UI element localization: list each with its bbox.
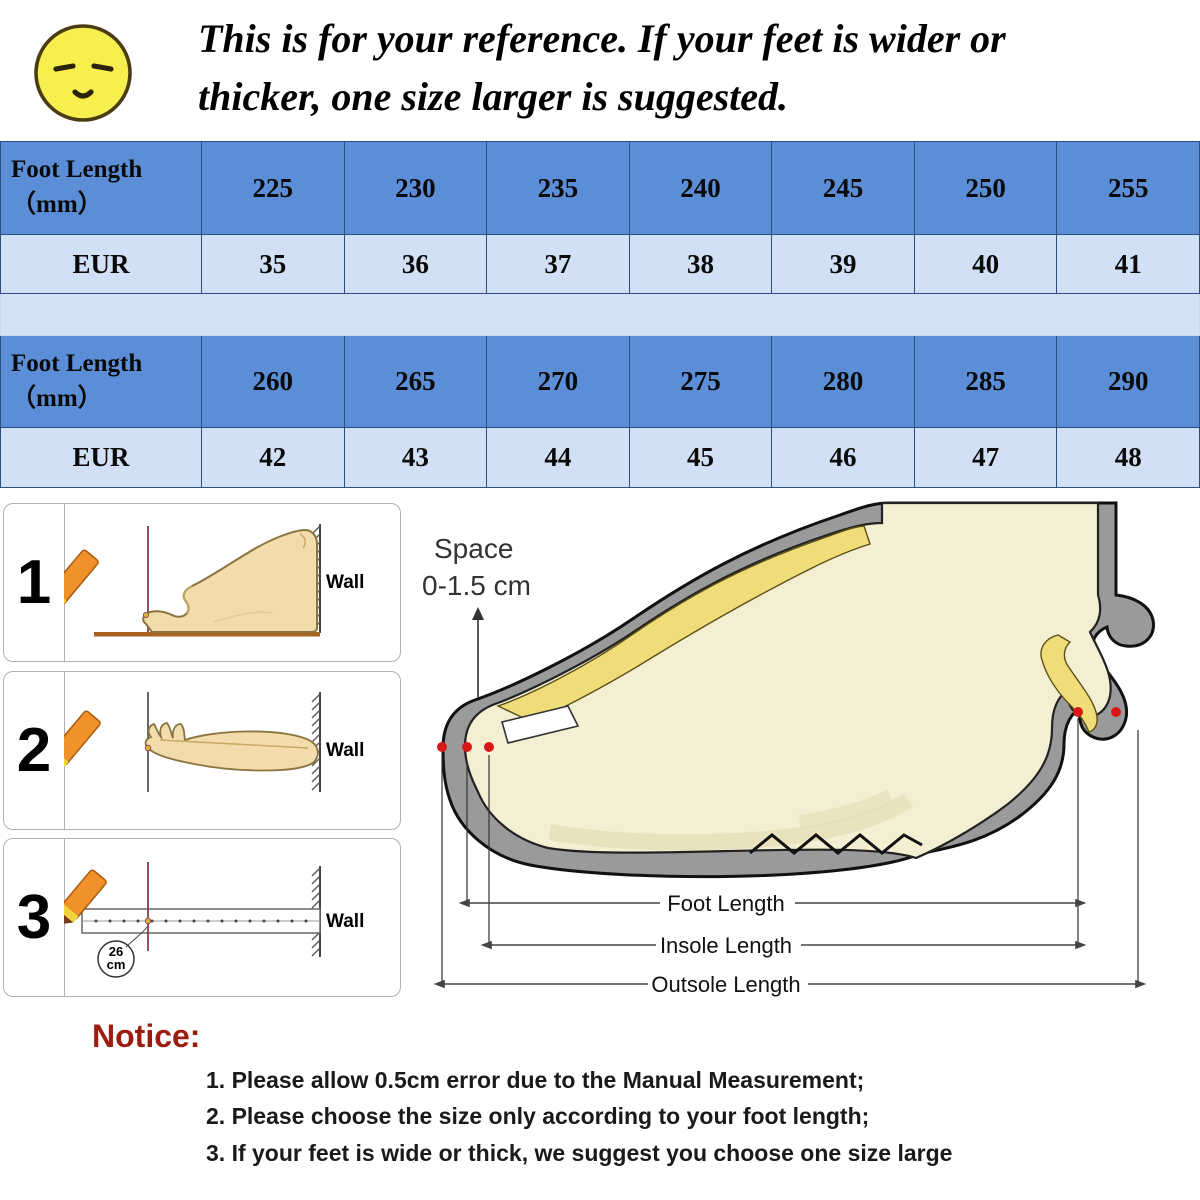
svg-text:Insole Length: Insole Length (660, 933, 792, 958)
svg-text:Space: Space (434, 533, 513, 564)
svg-text:Wall: Wall (326, 911, 364, 932)
svg-text:Wall: Wall (326, 572, 364, 593)
svg-text:Foot Length: Foot Length (667, 891, 784, 916)
svg-text:Wall: Wall (326, 740, 364, 761)
svg-text:cm: cm (107, 957, 126, 972)
svg-text:Outsole Length: Outsole Length (651, 972, 800, 997)
svg-text:0-1.5 cm: 0-1.5 cm (422, 570, 531, 601)
